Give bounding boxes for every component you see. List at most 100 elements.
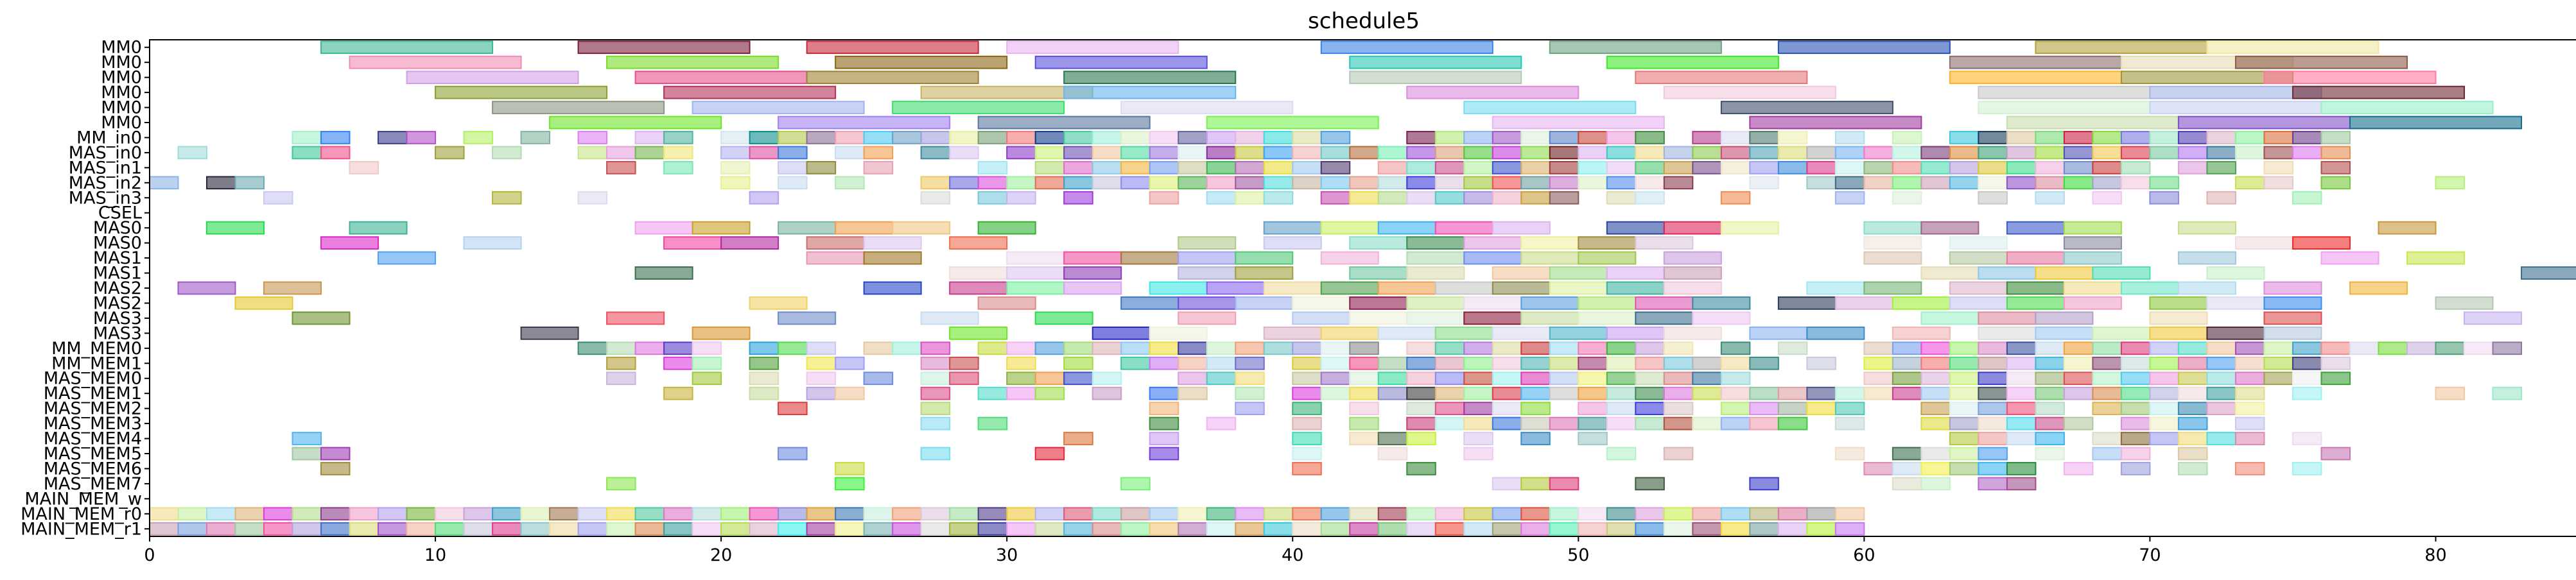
task-bar xyxy=(1492,160,1522,175)
task-bar xyxy=(2120,432,2151,445)
task-bar xyxy=(1777,40,1951,55)
task-bar xyxy=(2063,131,2094,144)
task-bar xyxy=(1178,251,1237,265)
task-bar xyxy=(1578,160,1608,175)
task-bar xyxy=(2320,447,2351,461)
task-bar xyxy=(349,55,522,69)
task-bar xyxy=(2177,371,2208,386)
task-bar xyxy=(1006,131,1036,144)
task-bar xyxy=(1578,311,1637,325)
task-bar xyxy=(1578,176,1608,190)
y-tick-label: MAS1 xyxy=(93,264,142,284)
task-bar xyxy=(1320,146,1351,160)
task-bar xyxy=(2006,160,2037,175)
task-bar xyxy=(206,221,265,235)
task-bar xyxy=(378,507,408,521)
task-bar xyxy=(1292,507,1322,521)
task-bar xyxy=(977,522,1008,536)
task-bar xyxy=(1463,416,1493,431)
task-bar xyxy=(2149,402,2179,416)
task-bar xyxy=(1863,160,1893,175)
task-bar xyxy=(1549,477,1580,491)
task-bar xyxy=(1920,266,1980,280)
task-bar xyxy=(1349,55,1522,69)
task-bar xyxy=(1178,266,1237,280)
task-bar xyxy=(1863,341,1893,355)
task-bar xyxy=(1892,447,1922,461)
y-tick-label: MM_MEM0 xyxy=(51,339,142,359)
task-bar xyxy=(1406,296,1465,310)
task-bar xyxy=(1235,191,1265,205)
task-bar xyxy=(2063,176,2094,190)
task-bar xyxy=(2349,115,2522,130)
task-bar xyxy=(1492,402,1522,416)
task-bar xyxy=(2234,146,2265,160)
task-bar xyxy=(1720,522,1751,536)
task-bar xyxy=(2263,146,2293,160)
task-bar xyxy=(1892,371,1922,386)
task-bar xyxy=(1406,311,1465,325)
task-bar xyxy=(2092,432,2122,445)
task-bar xyxy=(1806,507,1836,521)
task-bar xyxy=(1549,281,1608,295)
task-bar xyxy=(2206,386,2236,400)
task-bar xyxy=(1235,160,1265,175)
task-bar xyxy=(2177,251,2236,265)
task-bar xyxy=(835,522,865,536)
task-bar xyxy=(234,296,293,310)
task-bar xyxy=(2092,386,2122,400)
task-bar xyxy=(2092,146,2122,160)
task-bar xyxy=(2320,146,2351,160)
task-bar xyxy=(1063,522,1093,536)
task-bar xyxy=(1406,432,1436,445)
task-bar xyxy=(1606,356,1637,370)
task-bar xyxy=(1263,522,1294,536)
task-bar xyxy=(2006,296,2065,310)
task-bar xyxy=(2435,176,2465,190)
task-bar xyxy=(2292,191,2322,205)
y-tick-label: MAS2 xyxy=(93,278,142,298)
task-bar xyxy=(977,296,1036,310)
task-bar xyxy=(206,176,236,190)
task-bar xyxy=(2063,371,2094,386)
task-bar xyxy=(2092,402,2122,416)
task-bar xyxy=(2035,131,2065,144)
task-bar xyxy=(549,115,722,130)
task-bar xyxy=(1206,416,1237,431)
y-tick-label: MAS_MEM7 xyxy=(44,474,142,494)
task-bar xyxy=(1092,131,1122,144)
task-bar xyxy=(949,522,979,536)
task-bar xyxy=(1349,507,1379,521)
task-bar xyxy=(2149,101,2322,114)
task-bar xyxy=(778,311,837,325)
task-bar xyxy=(1863,236,1922,250)
y-tick-label: MAS_MEM1 xyxy=(44,384,142,404)
task-bar xyxy=(920,191,951,205)
task-bar xyxy=(1063,266,1122,280)
task-bar xyxy=(634,146,665,160)
task-bar xyxy=(1406,191,1436,205)
task-bar xyxy=(1863,281,1922,295)
task-bar xyxy=(1063,71,1237,85)
task-bar xyxy=(1206,507,1237,521)
task-bar xyxy=(663,356,693,370)
task-bar xyxy=(949,236,1008,250)
task-bar xyxy=(663,85,837,99)
task-bar xyxy=(892,507,922,521)
task-bar xyxy=(577,507,608,521)
task-bar xyxy=(378,522,408,536)
task-bar xyxy=(1520,432,1551,445)
task-bar xyxy=(1320,251,1379,265)
task-bar xyxy=(1720,131,1751,144)
task-bar xyxy=(806,507,837,521)
task-bar xyxy=(1434,507,1465,521)
task-bar xyxy=(1406,176,1436,190)
task-bar xyxy=(1749,356,1779,370)
task-bar xyxy=(1663,266,1722,280)
task-bar xyxy=(1406,356,1436,370)
task-bar xyxy=(663,146,693,160)
task-bar xyxy=(1492,131,1522,144)
task-bar xyxy=(2177,115,2351,130)
task-bar xyxy=(2177,131,2208,144)
task-bar xyxy=(977,507,1008,521)
